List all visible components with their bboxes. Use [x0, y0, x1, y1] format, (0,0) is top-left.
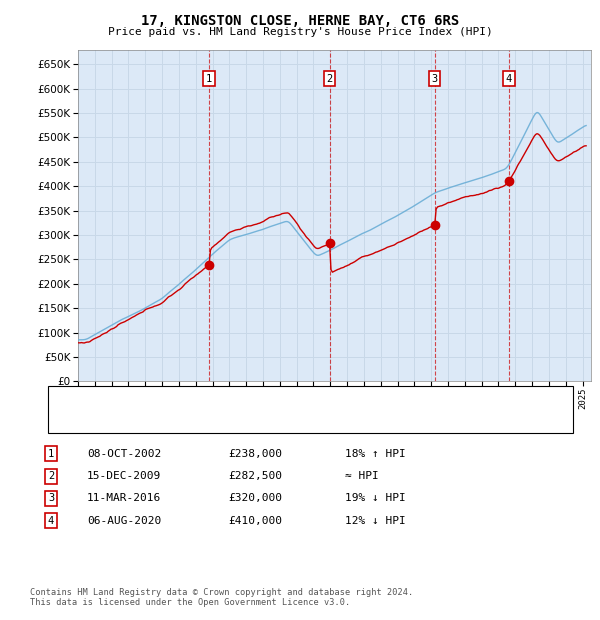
- Text: £410,000: £410,000: [228, 516, 282, 526]
- Text: Contains HM Land Registry data © Crown copyright and database right 2024.
This d: Contains HM Land Registry data © Crown c…: [30, 588, 413, 607]
- Text: £320,000: £320,000: [228, 494, 282, 503]
- Text: 4: 4: [506, 74, 512, 84]
- Text: 11-MAR-2016: 11-MAR-2016: [87, 494, 161, 503]
- Text: 2: 2: [326, 74, 333, 84]
- Text: 19% ↓ HPI: 19% ↓ HPI: [345, 494, 406, 503]
- Text: 12% ↓ HPI: 12% ↓ HPI: [345, 516, 406, 526]
- Text: Price paid vs. HM Land Registry's House Price Index (HPI): Price paid vs. HM Land Registry's House …: [107, 27, 493, 37]
- Text: 4: 4: [48, 516, 54, 526]
- Text: 2: 2: [48, 471, 54, 481]
- Text: 15-DEC-2009: 15-DEC-2009: [87, 471, 161, 481]
- Text: 08-OCT-2002: 08-OCT-2002: [87, 449, 161, 459]
- Text: 17, KINGSTON CLOSE, HERNE BAY, CT6 6RS (detached house): 17, KINGSTON CLOSE, HERNE BAY, CT6 6RS (…: [97, 394, 421, 404]
- Text: HPI: Average price, detached house, Canterbury: HPI: Average price, detached house, Cant…: [97, 415, 367, 425]
- Text: 3: 3: [431, 74, 438, 84]
- Text: 06-AUG-2020: 06-AUG-2020: [87, 516, 161, 526]
- Text: 1: 1: [206, 74, 212, 84]
- Text: 18% ↑ HPI: 18% ↑ HPI: [345, 449, 406, 459]
- Text: 3: 3: [48, 494, 54, 503]
- Text: £238,000: £238,000: [228, 449, 282, 459]
- Text: £282,500: £282,500: [228, 471, 282, 481]
- Text: ≈ HPI: ≈ HPI: [345, 471, 379, 481]
- Text: 17, KINGSTON CLOSE, HERNE BAY, CT6 6RS: 17, KINGSTON CLOSE, HERNE BAY, CT6 6RS: [141, 14, 459, 28]
- Text: 1: 1: [48, 449, 54, 459]
